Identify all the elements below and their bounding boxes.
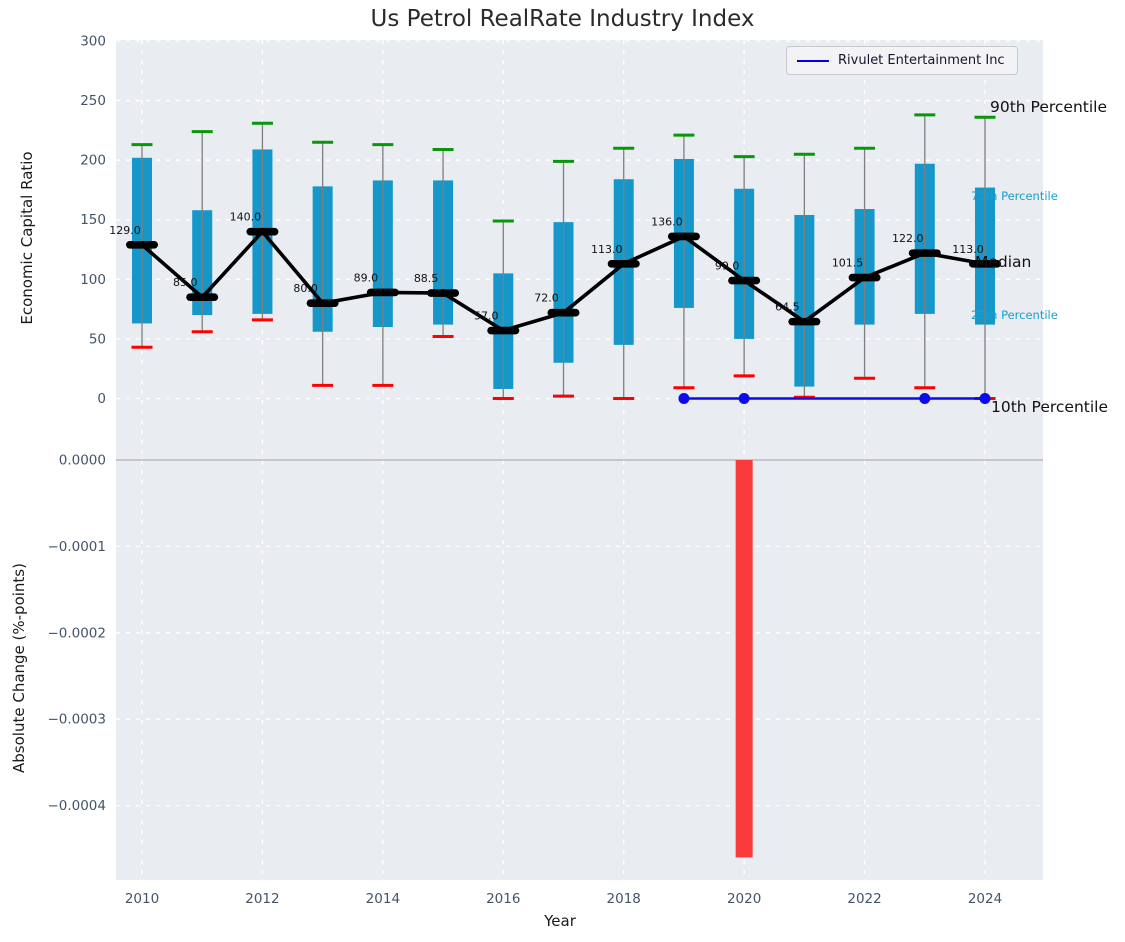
x-tick-label: 2010 [125, 891, 159, 907]
annotation-25th-percentile: 25th Percentile [971, 308, 1058, 322]
median-value-label: 136.0 [651, 215, 683, 228]
annotation-75th-percentile: 75th Percentile [971, 189, 1058, 203]
absolute-change-bar [735, 460, 753, 858]
company-marker [919, 393, 931, 404]
median-marker [788, 317, 821, 326]
x-tick-label: 2024 [968, 891, 1002, 907]
median-value-label: 113.0 [591, 243, 623, 256]
median-marker [547, 308, 580, 317]
top-y-tick-label: 0 [97, 391, 106, 407]
company-marker [979, 393, 991, 404]
median-value-label: 113.0 [952, 243, 984, 256]
median-marker [728, 276, 761, 285]
company-marker [738, 393, 750, 404]
top-y-tick-label: 150 [80, 212, 106, 228]
median-marker [186, 293, 219, 302]
median-marker [246, 227, 279, 236]
median-marker [427, 289, 460, 297]
legend-line-swatch [797, 59, 829, 62]
x-tick-label: 2020 [727, 891, 761, 907]
bottom-y-tick-label: −0.0001 [47, 539, 106, 555]
median-value-label: 85.0 [173, 276, 198, 289]
chart-title: Us Petrol RealRate Industry Index [370, 6, 755, 32]
median-marker [667, 232, 700, 241]
top-y-tick-label: 250 [80, 93, 106, 109]
annotation-median: Median [975, 253, 1032, 271]
x-tick-label: 2014 [366, 891, 400, 907]
legend-series-label: Rivulet Entertainment Inc [838, 53, 1005, 68]
median-value-label: 88.5 [414, 272, 439, 285]
median-value-label: 140.0 [230, 211, 262, 224]
legend: Rivulet Entertainment Inc [786, 46, 1018, 75]
median-value-label: 57.0 [474, 310, 499, 323]
median-marker [366, 288, 399, 297]
median-value-label: 129.0 [109, 224, 141, 237]
median-value-label: 80.0 [293, 282, 318, 295]
top-y-tick-label: 300 [80, 33, 106, 49]
bottom-y-tick-label: −0.0004 [47, 798, 106, 814]
top-y-tick-label: 200 [80, 153, 106, 169]
top-y-tick-label: 50 [89, 331, 106, 347]
bottom-y-tick-label: −0.0002 [47, 625, 106, 641]
bottom-y-tick-label: −0.0003 [47, 712, 106, 728]
median-marker [968, 260, 1001, 268]
median-value-label: 89.0 [354, 271, 379, 284]
median-marker [126, 240, 158, 249]
median-value-label: 72.0 [534, 292, 559, 305]
median-value-label: 122.0 [892, 232, 924, 245]
median-marker [908, 249, 941, 257]
annotation-10th-percentile: 10th Percentile [991, 398, 1109, 416]
top-y-axis-label: Economic Capital Ratio [18, 151, 36, 325]
company-marker [678, 393, 690, 404]
median-marker [306, 299, 339, 307]
x-tick-label: 2012 [245, 891, 279, 907]
x-tick-label: 2016 [486, 891, 520, 907]
bottom-y-axis-label: Absolute Change (%-points) [10, 563, 28, 773]
bottom-y-tick-label: 0.0000 [59, 453, 106, 469]
annotation-90th-percentile: 90th Percentile [990, 98, 1108, 116]
median-marker [848, 273, 881, 282]
median-marker [487, 326, 520, 335]
median-marker [607, 260, 640, 268]
x-tick-label: 2022 [847, 891, 881, 907]
x-axis-label: Year [544, 912, 576, 930]
top-y-tick-label: 100 [80, 272, 106, 288]
median-value-label: 99.0 [715, 260, 740, 273]
median-value-label: 101.5 [832, 257, 864, 270]
x-tick-label: 2018 [607, 891, 641, 907]
median-value-label: 64.5 [775, 301, 800, 314]
